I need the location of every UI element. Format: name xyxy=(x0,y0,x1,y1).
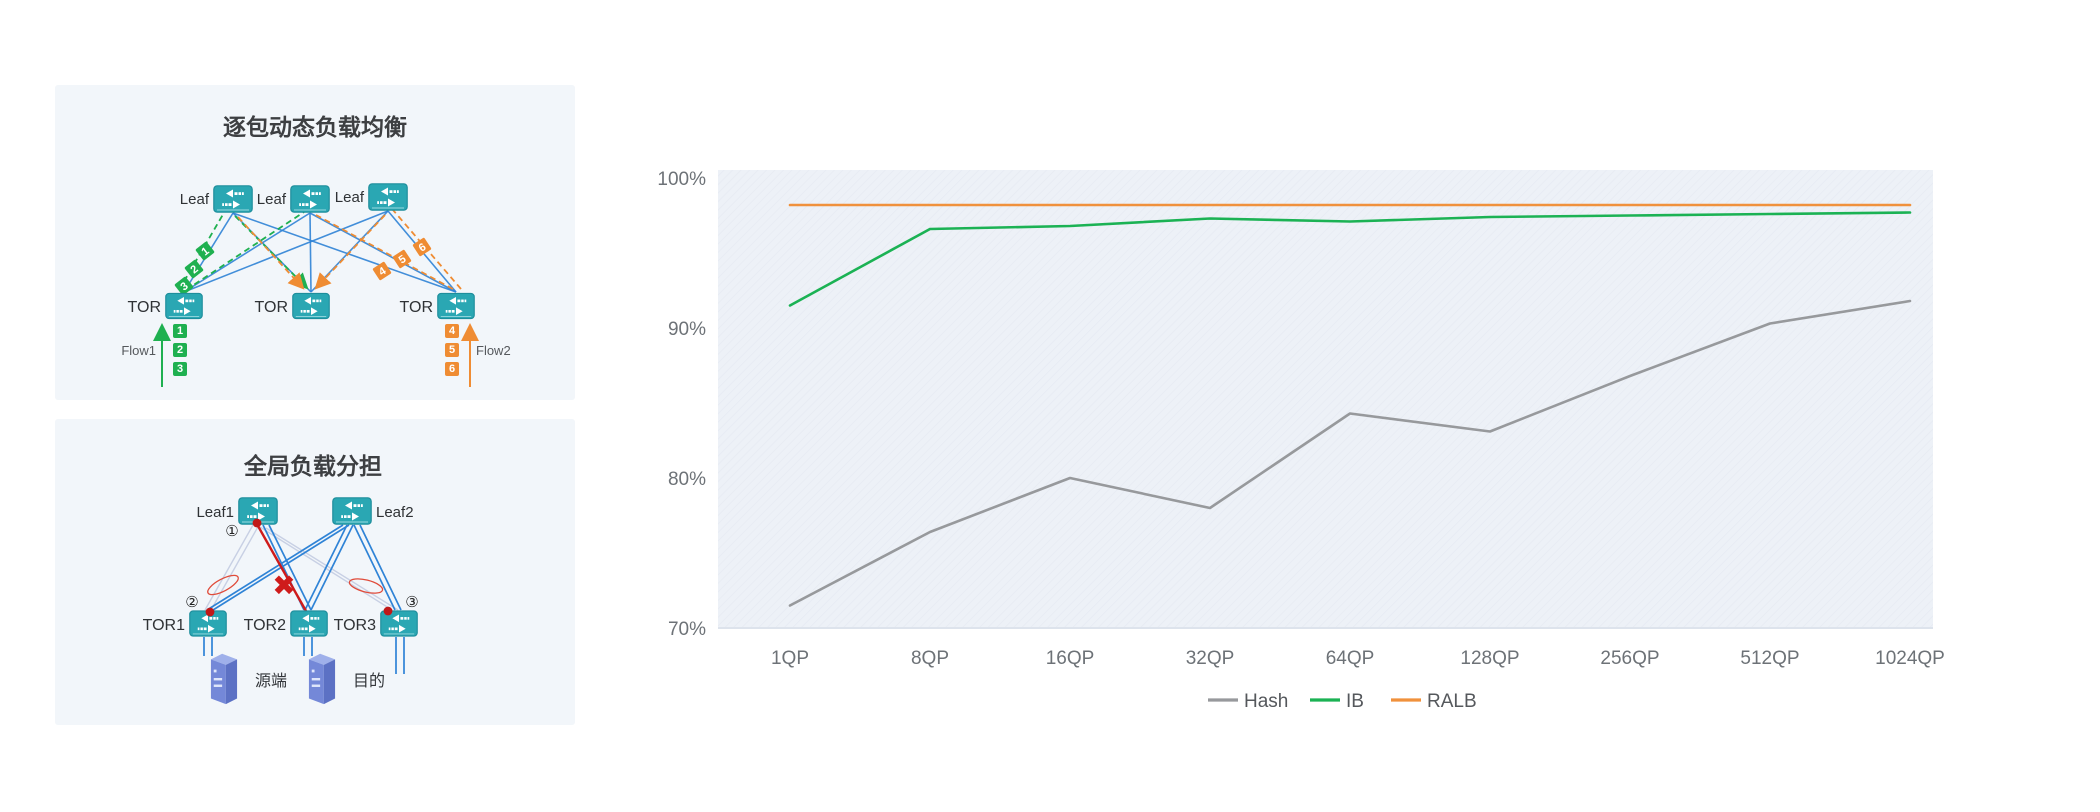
step-marker-2: ② xyxy=(185,594,198,611)
flow1-queue: 1 2 3 Flow1 xyxy=(121,323,187,387)
step-marker-1: ① xyxy=(225,523,238,540)
failure-dot-tor1 xyxy=(205,607,215,617)
tor-switch-1 xyxy=(165,292,203,320)
flow1-queue-2: 2 xyxy=(177,344,183,356)
tor1-label: TOR xyxy=(128,299,161,316)
tor2-switch xyxy=(290,610,328,637)
failed-link: ✖ xyxy=(256,525,308,612)
step-marker-3: ③ xyxy=(405,594,418,611)
tor3-label: TOR xyxy=(400,299,433,316)
leaf-switch-3 xyxy=(368,183,408,211)
leaf-switch-2 xyxy=(290,185,330,213)
panel1-title: 逐包动态负载均衡 xyxy=(223,114,407,140)
y-tick-1: 90% xyxy=(668,319,706,340)
x-tick-4: 64QP xyxy=(1326,648,1375,669)
leaf2-label: Leaf2 xyxy=(376,504,414,521)
tor-switch-3 xyxy=(437,292,475,320)
tor-switch-2 xyxy=(292,292,330,320)
legend-label-ralb: RALB xyxy=(1427,691,1477,712)
flow2-packet-diamonds: 4 5 6 xyxy=(372,237,432,281)
y-tick-2: 80% xyxy=(668,469,706,490)
leaf1-label: Leaf xyxy=(180,191,210,208)
diagram-global-load-sharing: 全局负载分担 ✖ xyxy=(143,453,419,705)
switch-icon xyxy=(368,183,408,211)
y-tick-0: 100% xyxy=(657,169,706,190)
line-chart-svg: 100% 90% 80% 70% 1QP 8QP 16QP 32QP 64QP 128QP 256Q… xyxy=(657,169,1945,712)
link-failure-x-icon: ✖ xyxy=(272,570,295,601)
flow2-queue: 4 5 6 Flow2 xyxy=(445,323,511,387)
source-label: 源端 xyxy=(255,672,287,690)
legend-label-ib: IB xyxy=(1346,691,1364,712)
packet-6: 6 xyxy=(417,241,429,254)
series-line-ib xyxy=(788,211,1912,307)
switch-icon xyxy=(165,292,203,320)
switch-icon xyxy=(437,292,475,320)
packet-5: 5 xyxy=(397,253,409,266)
x-tick-3: 32QP xyxy=(1186,648,1235,669)
excluded-link-ellipse-right xyxy=(348,578,384,594)
y-tick-3: 70% xyxy=(668,619,706,640)
switch-icon xyxy=(290,610,328,637)
panel-per-packet-load-balancing: 逐包动态负载均衡 xyxy=(55,85,575,400)
x-tick-7: 512QP xyxy=(1740,648,1799,669)
leaf-tor-links xyxy=(183,210,457,293)
plot-area xyxy=(718,170,1933,628)
legend-label-hash: Hash xyxy=(1244,691,1288,712)
failure-dot-tor3 xyxy=(383,606,393,616)
flow1-label: Flow1 xyxy=(121,343,156,358)
tor2-label: TOR xyxy=(255,299,288,316)
source-server-icon xyxy=(210,653,238,705)
tor2-label: TOR2 xyxy=(244,617,286,634)
tor3-label: TOR3 xyxy=(334,617,376,634)
switch-icon xyxy=(292,292,330,320)
flow1-packet-diamonds: 1 2 3 xyxy=(174,241,215,296)
x-tick-1: 8QP xyxy=(911,648,949,669)
leaf1-label: Leaf1 xyxy=(196,504,234,521)
failure-dot-leaf1 xyxy=(252,518,262,528)
dest-label: 目的 xyxy=(353,672,385,690)
switch-icon xyxy=(213,185,253,213)
leaf3-label: Leaf xyxy=(335,189,365,206)
x-tick-0: 1QP xyxy=(771,648,809,669)
flow2-queue-4: 4 xyxy=(449,325,456,337)
leaf-switch-1 xyxy=(213,185,253,213)
panel-global-load-sharing: 全局负载分担 ✖ xyxy=(55,419,575,725)
switch-icon xyxy=(290,185,330,213)
leaf2-switch xyxy=(332,497,372,525)
flow2-queue-6: 6 xyxy=(449,363,455,375)
x-tick-8: 1024QP xyxy=(1875,648,1945,669)
flow2-label: Flow2 xyxy=(476,343,511,358)
x-tick-2: 16QP xyxy=(1046,648,1095,669)
excluded-link-ellipse-left xyxy=(207,574,239,596)
leaf2-label: Leaf xyxy=(257,191,287,208)
switch-icon xyxy=(332,497,372,525)
server-links xyxy=(203,637,405,674)
dest-server-icon xyxy=(308,653,336,705)
performance-chart: 100% 90% 80% 70% 1QP 8QP 16QP 32QP 64QP 128QP 256Q… xyxy=(560,130,2000,750)
flow1-queue-3: 3 xyxy=(177,363,183,375)
x-tick-5: 128QP xyxy=(1460,648,1519,669)
x-tick-6: 256QP xyxy=(1600,648,1659,669)
tor1-label: TOR1 xyxy=(143,617,185,634)
flow2-queue-5: 5 xyxy=(449,344,455,356)
diagram-per-packet: 逐包动态负载均衡 xyxy=(121,114,511,387)
series-line-hash xyxy=(788,299,1912,607)
flow1-queue-1: 1 xyxy=(177,325,183,337)
panel2-title: 全局负载分担 xyxy=(243,453,382,479)
